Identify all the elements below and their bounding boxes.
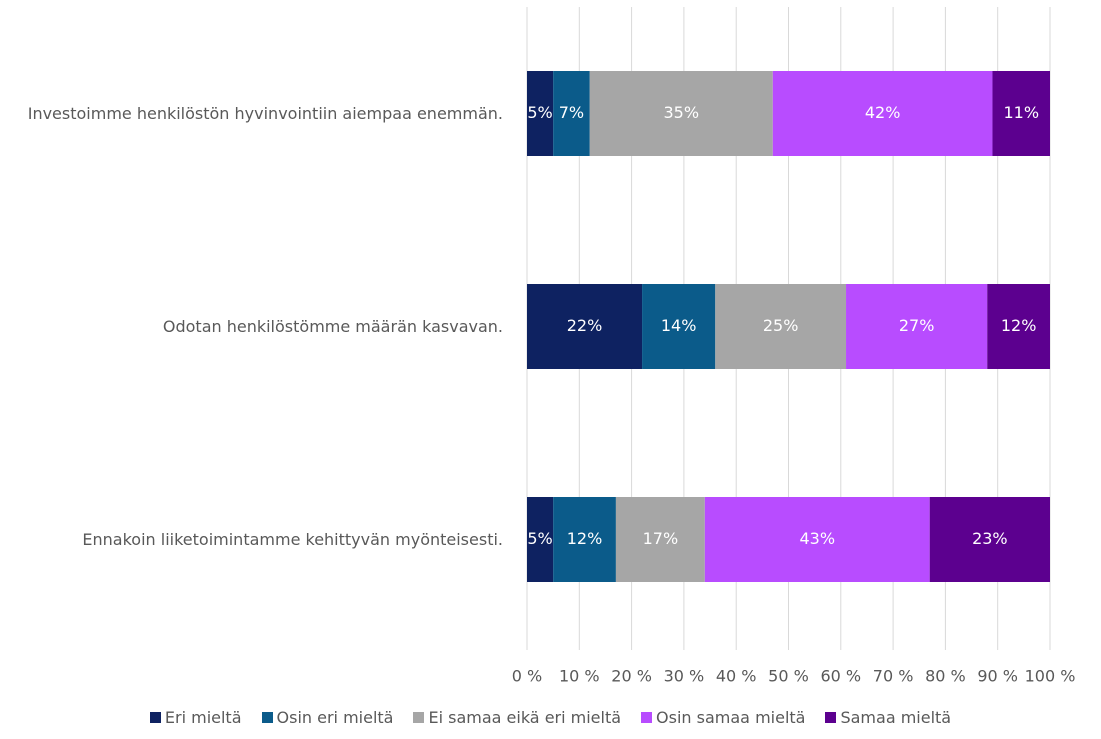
data-label: 12% <box>1001 316 1037 335</box>
legend-label: Osin eri mieltä <box>276 708 394 727</box>
x-tick-label: 60 % <box>820 667 861 686</box>
bar-segment <box>987 284 1050 369</box>
legend-label: Ei samaa eikä eri mieltä <box>428 708 622 727</box>
data-label: 5% <box>527 103 552 122</box>
bar-segment <box>615 497 705 582</box>
bar-segment <box>642 284 716 369</box>
bar-segment <box>929 497 1050 582</box>
legend-swatch <box>261 712 273 723</box>
data-label: 23% <box>972 529 1008 548</box>
legend-swatch <box>641 712 653 723</box>
legend-item: Eri mieltä <box>149 708 242 727</box>
data-label: 14% <box>661 316 697 335</box>
legend-swatch <box>413 712 425 723</box>
legend-item: Osin samaa mieltä <box>641 708 805 727</box>
data-label: 25% <box>763 316 799 335</box>
legend-swatch <box>149 712 161 723</box>
x-tick-label: 80 % <box>925 667 966 686</box>
x-tick-label: 100 % <box>1025 667 1076 686</box>
bar-segment <box>527 284 643 369</box>
bar-segment <box>704 497 930 582</box>
category-label: Ennakoin liiketoimintamme kehittyvän myö… <box>82 529 503 549</box>
data-label: 7% <box>559 103 584 122</box>
legend: Eri mieltä Osin eri mieltä Ei samaa eikä e… <box>0 708 1101 727</box>
bar-segment <box>846 284 988 369</box>
bar-segment <box>992 71 1050 156</box>
x-tick-label: 30 % <box>664 667 705 686</box>
data-label: 17% <box>643 529 679 548</box>
x-tick-label: 10 % <box>559 667 600 686</box>
x-tick-label: 40 % <box>716 667 757 686</box>
legend-label: Samaa mieltä <box>840 708 952 727</box>
x-tick-label: 20 % <box>611 667 652 686</box>
data-label: 12% <box>567 529 603 548</box>
data-label: 11% <box>1003 103 1039 122</box>
data-label: 22% <box>567 316 603 335</box>
legend-item: Ei samaa eikä eri mieltä <box>413 708 621 727</box>
data-label: 42% <box>865 103 901 122</box>
x-tick-label: 50 % <box>768 667 809 686</box>
category-label: Investoimme henkilöstön hyvinvointiin ai… <box>27 103 503 123</box>
legend-swatch <box>825 712 837 723</box>
data-label: 35% <box>664 103 700 122</box>
data-label: 27% <box>899 316 935 335</box>
legend-label: Osin samaa mieltä <box>656 708 806 727</box>
bar-segment <box>553 71 590 156</box>
bar-segment <box>715 284 847 369</box>
category-label: Odotan henkilöstömme määrän kasvavan. <box>162 316 503 336</box>
bar-segment <box>527 71 554 156</box>
legend-item: Osin eri mieltä <box>261 708 394 727</box>
bar-segment <box>772 71 993 156</box>
bar-segment <box>553 497 616 582</box>
x-tick-label: 70 % <box>873 667 914 686</box>
data-label: 5% <box>527 529 552 548</box>
legend-label: Eri mieltä <box>164 708 242 727</box>
legend-item: Samaa mieltä <box>825 708 951 727</box>
x-tick-label: 90 % <box>977 667 1018 686</box>
bar-segment <box>527 497 554 582</box>
bar-segment <box>589 71 773 156</box>
data-label: 43% <box>799 529 835 548</box>
x-tick-label: 0 % <box>512 667 542 686</box>
